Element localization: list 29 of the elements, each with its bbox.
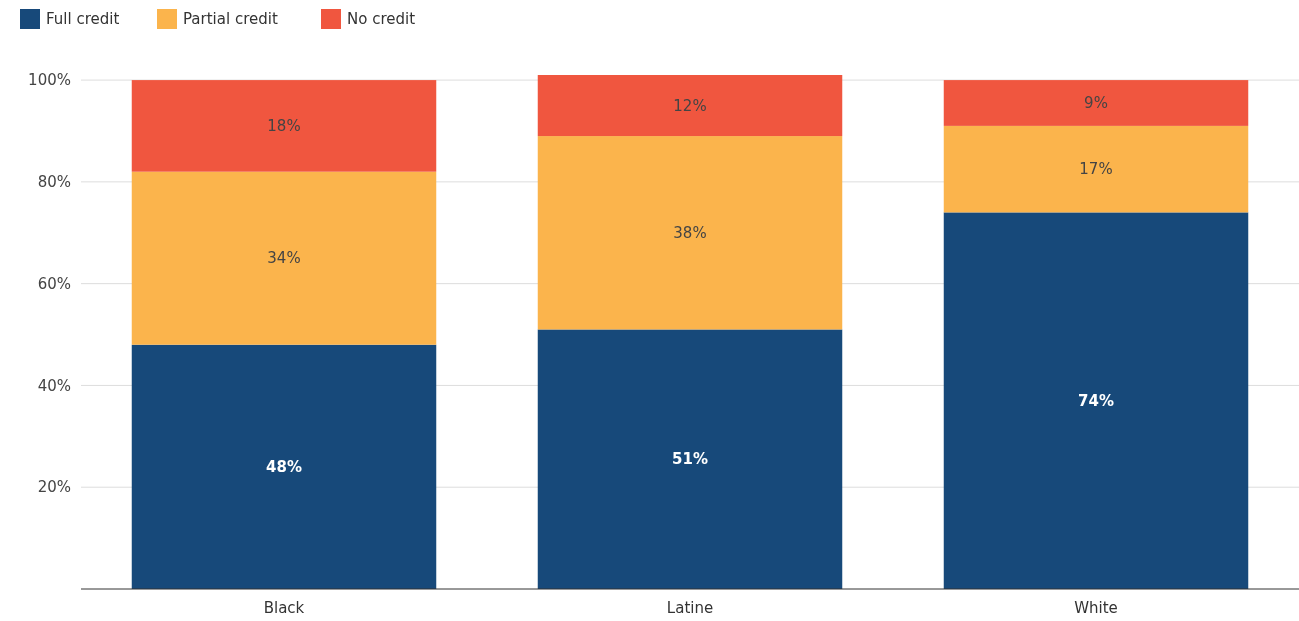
bar [537,136,843,330]
bar [943,212,1249,589]
data-label: 48% [266,458,302,477]
y-tick-label: 80% [37,173,71,192]
bar [537,329,843,589]
x-tick-label: Black [263,599,305,617]
data-label: 74% [1078,391,1114,410]
x-tick-label: Latine [666,599,714,617]
x-tick-label: White [1074,599,1118,617]
data-label: 34% [267,249,301,268]
bar [131,171,437,345]
data-label: 17% [1079,160,1113,179]
legend-label: Full credit [46,10,120,29]
y-tick-label: 20% [37,478,71,497]
data-label: 12% [673,96,707,115]
bar [943,125,1249,213]
y-tick-label: 60% [37,274,71,293]
data-label: 51% [672,450,708,469]
bar [131,344,437,589]
y-tick-label: 40% [37,376,71,395]
legend-label: Partial credit [183,10,278,29]
bar [943,80,1249,126]
data-label: 18% [267,117,301,136]
bar [131,80,437,172]
bar [537,75,843,137]
data-label: 9% [1084,94,1108,113]
data-label: 38% [673,224,707,243]
y-tick-label: 100% [28,71,71,90]
legend-label: No credit [347,10,416,29]
